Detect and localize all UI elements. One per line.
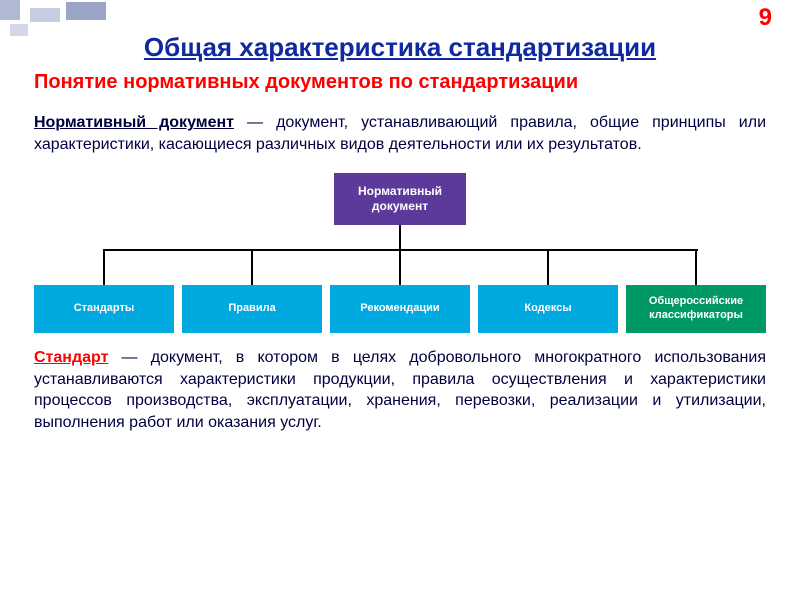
diagram-child-node: Общероссийские классификаторы [626,285,766,333]
connector-drop [251,249,253,285]
connector-drop [399,249,401,285]
slide-title: Общая характеристика стандартизации [34,32,766,63]
term-standard: Стандарт [34,349,108,366]
page-number: 9 [759,4,772,32]
hierarchy-diagram: Нормативный документ СтандартыПравилаРек… [34,173,766,333]
connector-vertical-root [399,225,401,249]
diagram-child-node: Правила [182,285,322,333]
diagram-child-node: Кодексы [478,285,618,333]
connector-drop [695,249,697,285]
connector-drop [103,249,105,285]
connector-drop [547,249,549,285]
definition2-text: — документ, в котором в целях добровольн… [34,349,766,431]
term-normative: Нормативный документ [34,114,234,131]
diagram-children-row: СтандартыПравилаРекомендацииКодексыОбщер… [34,285,766,333]
diagram-child-node: Стандарты [34,285,174,333]
corner-decoration [0,0,140,40]
slide-content: Общая характеристика стандартизации Поня… [0,0,800,454]
diagram-child-node: Рекомендации [330,285,470,333]
connector-horizontal [104,249,698,251]
slide-subtitle: Понятие нормативных документов по станда… [34,71,766,94]
definition-standard: Стандарт — документ, в котором в целях д… [34,347,766,433]
definition-normative-document: Нормативный документ — документ, устанав… [34,112,766,155]
diagram-root-node: Нормативный документ [334,173,466,225]
